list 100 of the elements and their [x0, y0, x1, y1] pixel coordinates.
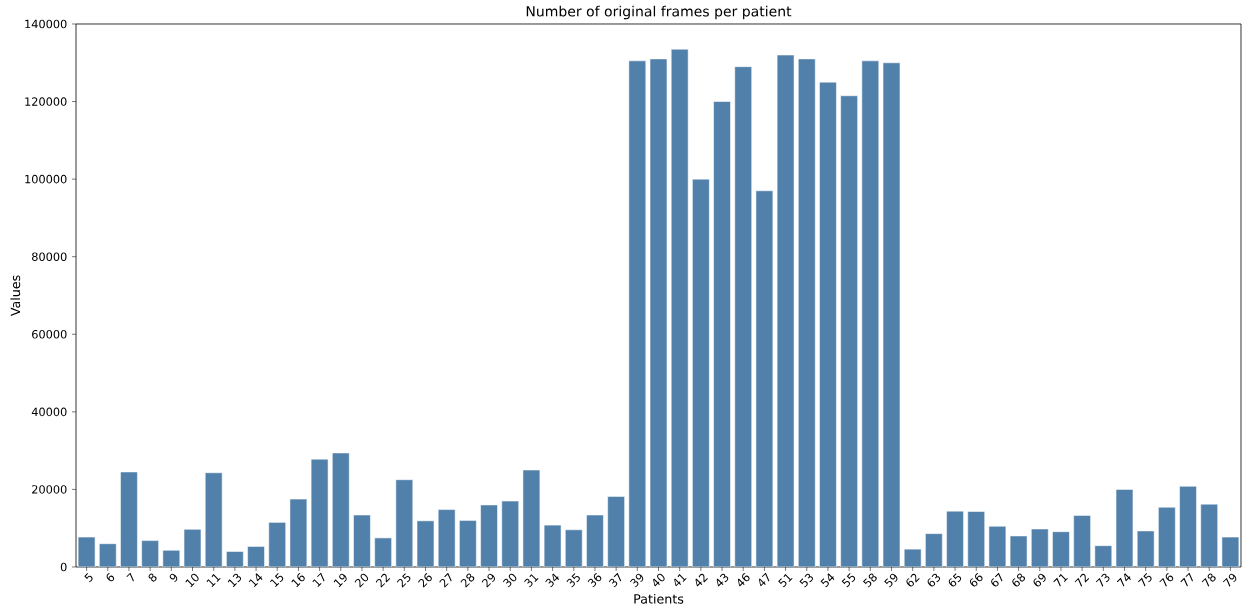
x-tick-label: 73: [1095, 573, 1110, 587]
x-tick-label: 58: [862, 573, 877, 588]
y-tick-label: 20000: [32, 485, 67, 494]
x-tick-label: 46: [737, 573, 750, 587]
bar: [226, 551, 244, 567]
x-tick-label: 68: [1012, 573, 1026, 587]
x-tick-label: 51: [778, 574, 793, 588]
bar: [1073, 515, 1091, 567]
bar: [1009, 535, 1028, 567]
x-tick-label: 30: [502, 573, 517, 588]
bar: [734, 66, 752, 567]
bar: [183, 529, 202, 567]
bar: [1200, 503, 1218, 567]
x-tick-label: 62: [906, 573, 920, 587]
bar: [755, 190, 774, 567]
x-tick-label: 11: [206, 574, 221, 588]
bar: [713, 101, 731, 567]
y-axis-title: Values: [10, 275, 21, 317]
x-tick-label: 72: [1074, 573, 1090, 587]
bar: [522, 469, 541, 567]
bar: [289, 498, 308, 567]
x-tick-label: 75: [1138, 573, 1152, 587]
bar: [903, 548, 922, 567]
bar: [1052, 531, 1070, 567]
bar: [247, 546, 265, 567]
x-tick-label: 66: [969, 573, 983, 587]
x-tick-label: 43: [716, 573, 729, 587]
bar: [988, 525, 1007, 567]
x-axis-title: Patients: [634, 593, 684, 604]
x-tick-label: 26: [418, 573, 432, 588]
bar: [120, 471, 138, 567]
y-tick-label: 60000: [32, 329, 67, 339]
x-tick-label: 10: [185, 573, 199, 588]
x-tick-label: 37: [608, 572, 622, 588]
x-tick-label: 67: [991, 572, 1003, 587]
x-tick-label: 40: [653, 573, 665, 587]
bar: [586, 514, 604, 567]
bar: [607, 496, 625, 567]
bar: [310, 458, 329, 567]
bar: [416, 520, 435, 567]
x-tick-label: 7: [126, 572, 134, 582]
x-tick-label: 29: [481, 573, 495, 588]
bar: [565, 529, 583, 567]
x-tick-label: 79: [1222, 573, 1237, 587]
bar: [692, 178, 710, 567]
bar: [437, 509, 456, 567]
y-tick-label: 0: [60, 562, 67, 572]
x-tick-label: 35: [566, 573, 580, 588]
x-tick-label: 63: [927, 573, 941, 587]
x-tick-label: 54: [820, 573, 835, 588]
x-tick-label: 36: [587, 573, 602, 588]
bar: [819, 81, 837, 567]
x-tick-label: 8: [148, 573, 157, 582]
y-tick-label: 100000: [25, 174, 67, 184]
bar: [332, 452, 350, 567]
y-tick-label: 120000: [25, 97, 67, 106]
bar: [480, 504, 498, 567]
x-tick-label: 41: [674, 574, 687, 587]
bar: [798, 58, 816, 567]
x-tick-label: 31: [524, 574, 539, 588]
bar: [99, 543, 117, 567]
x-tick-label: 42: [695, 573, 708, 587]
x-tick-label: 9: [169, 573, 178, 583]
x-tick-label: 71: [1053, 574, 1068, 587]
x-tick-label: 77: [1180, 572, 1193, 587]
bar: [77, 536, 96, 567]
bar: [353, 514, 371, 567]
x-tick-label: 53: [799, 573, 814, 588]
bar: [1094, 545, 1113, 567]
x-tick-label: 22: [375, 573, 391, 588]
y-tick-label: 80000: [32, 252, 67, 261]
x-tick-label: 28: [460, 573, 475, 588]
bar: [1031, 528, 1049, 567]
x-tick-label: 14: [248, 573, 263, 588]
bar: [946, 510, 964, 567]
bar: [501, 500, 519, 567]
bar: [649, 58, 668, 567]
x-tick-label: 74: [1116, 573, 1131, 587]
bar: [1179, 486, 1197, 567]
x-tick-label: 6: [106, 573, 115, 582]
bar: [670, 48, 689, 567]
bar: [925, 533, 943, 567]
bar: [861, 60, 880, 567]
bar: [1158, 506, 1176, 567]
x-tick-label: 16: [291, 573, 305, 588]
x-tick-label: 19: [333, 573, 347, 588]
x-tick-label: 59: [884, 573, 898, 588]
bar: [1136, 530, 1155, 567]
bar: [459, 520, 477, 567]
x-tick-label: 13: [227, 573, 242, 588]
chart-title: Number of original frames per patient: [526, 5, 792, 20]
bar: [1115, 489, 1134, 567]
bar: [628, 60, 647, 567]
x-tick-label: 20: [354, 573, 369, 588]
y-tick-label: 40000: [31, 407, 67, 417]
x-tick-label: 5: [84, 573, 93, 583]
x-tick-label: 76: [1159, 573, 1174, 587]
x-tick-label: 39: [630, 573, 644, 588]
x-tick-label: 34: [545, 573, 560, 588]
bar: [776, 54, 795, 567]
